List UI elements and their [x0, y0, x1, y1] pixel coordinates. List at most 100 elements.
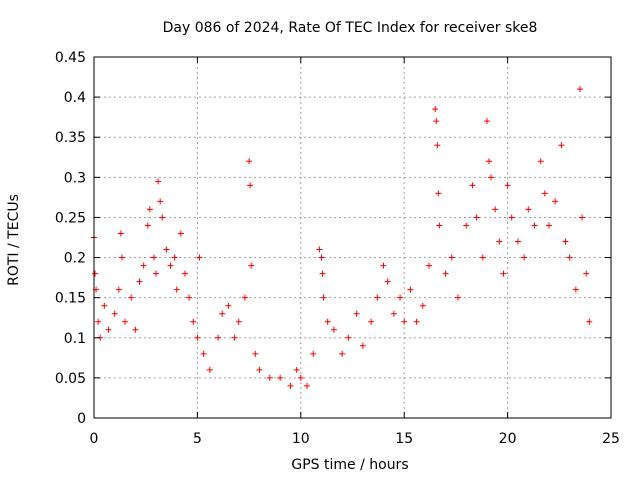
data-point [500, 270, 507, 277]
data-point [488, 174, 495, 181]
data-point [318, 254, 325, 261]
data-point [140, 262, 147, 269]
x-tick-label: 0 [90, 431, 99, 447]
data-point [566, 254, 573, 261]
x-tick-label: 5 [193, 431, 202, 447]
data-point [586, 318, 593, 325]
data-point [186, 294, 193, 301]
data-point [181, 270, 188, 277]
x-tick-label: 25 [602, 431, 620, 447]
data-point [368, 318, 375, 325]
data-point [219, 310, 226, 317]
data-point [359, 342, 366, 349]
data-point [200, 350, 207, 357]
data-point [434, 142, 441, 149]
data-point [144, 222, 151, 229]
data-point [483, 118, 490, 125]
data-point [442, 270, 449, 277]
data-point [167, 262, 174, 269]
data-point [525, 206, 532, 213]
y-tick-label: 0 [77, 411, 86, 427]
data-point [122, 318, 129, 325]
chart-title: Day 086 of 2024, Rate Of TEC Index for r… [163, 20, 538, 36]
data-point [436, 222, 443, 229]
data-point [247, 182, 254, 189]
data-point [111, 310, 118, 317]
data-point [225, 302, 232, 309]
data-points [91, 86, 593, 389]
data-point [531, 222, 538, 229]
data-point [384, 278, 391, 285]
data-point [177, 230, 184, 237]
x-tick-label: 15 [395, 431, 413, 447]
data-point [339, 350, 346, 357]
data-point [473, 214, 480, 221]
data-point [206, 366, 213, 373]
data-point [128, 294, 135, 301]
data-point [485, 158, 492, 165]
data-point [562, 238, 569, 245]
data-point [304, 382, 311, 389]
data-point [248, 262, 255, 269]
data-point [194, 334, 201, 341]
data-point [407, 286, 414, 293]
y-tick-label: 0.4 [64, 90, 86, 106]
data-point [163, 246, 170, 253]
data-point [514, 238, 521, 245]
data-point [256, 366, 263, 373]
data-point [95, 318, 102, 325]
data-point [215, 334, 222, 341]
data-point [159, 214, 166, 221]
data-point [231, 334, 238, 341]
y-tick-label: 0.05 [55, 371, 86, 387]
data-point [173, 286, 180, 293]
data-point [132, 326, 139, 333]
data-point [150, 254, 157, 261]
data-point [235, 318, 242, 325]
y-tick-label: 0.2 [64, 251, 86, 267]
data-point [246, 158, 253, 165]
data-point [541, 190, 548, 197]
plot-frame [93, 56, 612, 419]
data-point [397, 294, 404, 301]
data-point [390, 310, 397, 317]
data-point [504, 182, 511, 189]
data-point [316, 246, 323, 253]
x-axis-label: GPS time / hours [291, 457, 408, 473]
data-point [419, 302, 426, 309]
data-point [155, 178, 162, 185]
y-axis-label: ROTI / TECUs [6, 194, 22, 286]
data-point [320, 294, 327, 301]
data-point [310, 350, 317, 357]
data-point [508, 214, 515, 221]
data-point [118, 254, 125, 261]
axis-ticks: 0 0.05 0.1 0.15 0.2 0.25 0.3 0.35 0.4 0.45 0 5 10 15 2… [55, 50, 620, 447]
y-tick-label: 0.45 [55, 50, 86, 66]
data-point [496, 238, 503, 245]
data-point [297, 374, 304, 381]
data-point [105, 326, 112, 333]
data-point [552, 198, 559, 205]
data-point [448, 254, 455, 261]
data-point [432, 106, 439, 113]
data-point [433, 118, 440, 125]
data-point [454, 294, 461, 301]
data-point [492, 206, 499, 213]
data-point [353, 310, 360, 317]
data-point [572, 286, 579, 293]
x-tick-label: 20 [499, 431, 517, 447]
data-point [463, 222, 470, 229]
data-point [153, 270, 160, 277]
data-point [136, 278, 143, 285]
y-tick-label: 0.1 [64, 331, 86, 347]
y-tick-label: 0.3 [64, 170, 86, 186]
data-point [171, 254, 178, 261]
data-point [196, 254, 203, 261]
data-point [252, 350, 259, 357]
data-point [345, 334, 352, 341]
data-point [558, 142, 565, 149]
y-tick-label: 0.25 [55, 210, 86, 226]
data-point [413, 318, 420, 325]
data-point [576, 86, 583, 93]
